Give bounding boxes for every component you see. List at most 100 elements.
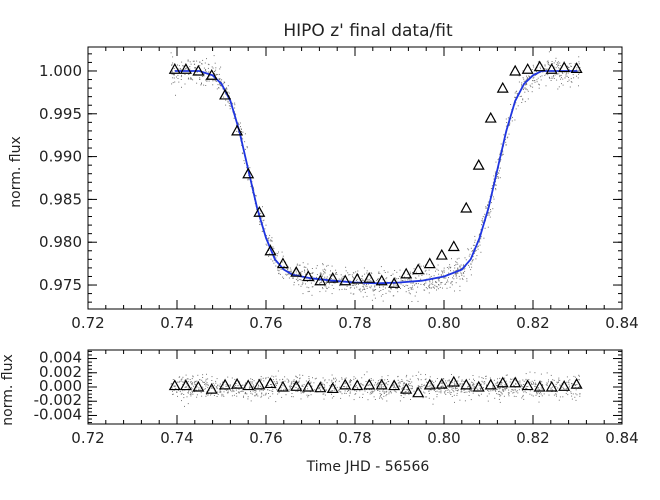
raw-point [202, 382, 204, 383]
raw-point [267, 376, 269, 378]
raw-point [424, 392, 426, 394]
raw-point [338, 289, 340, 291]
raw-point [374, 285, 376, 287]
raw-point [494, 397, 496, 399]
raw-point [373, 390, 375, 392]
raw-point [234, 102, 236, 104]
raw-point [436, 289, 437, 291]
raw-point [453, 278, 455, 280]
raw-point [470, 385, 472, 387]
raw-point [546, 372, 548, 374]
raw-point [404, 394, 406, 396]
raw-point [460, 268, 462, 270]
y-tick-label: 0.000 [39, 377, 82, 395]
raw-point [442, 287, 443, 289]
raw-point [228, 92, 230, 94]
raw-point [461, 379, 463, 381]
raw-point [309, 273, 311, 274]
raw-point [538, 401, 540, 403]
raw-point [268, 240, 270, 242]
raw-point [467, 386, 469, 388]
raw-point [532, 64, 534, 66]
raw-point [178, 389, 179, 391]
raw-point [359, 390, 361, 392]
raw-point [446, 389, 448, 391]
raw-point [497, 387, 499, 389]
raw-point [558, 64, 559, 66]
raw-point [475, 250, 477, 252]
raw-point [193, 385, 195, 387]
raw-point [448, 272, 450, 274]
raw-point [420, 278, 422, 280]
raw-point [297, 279, 299, 281]
raw-point [303, 384, 305, 386]
raw-point [338, 278, 340, 280]
raw-point [427, 385, 429, 387]
raw-point [557, 61, 559, 63]
raw-point [409, 276, 411, 278]
raw-point [442, 270, 444, 272]
raw-point [275, 375, 277, 377]
raw-point [523, 380, 525, 382]
raw-point [558, 86, 560, 88]
raw-point [400, 391, 401, 393]
raw-point [380, 384, 382, 386]
raw-point [302, 392, 304, 394]
raw-point [497, 385, 498, 386]
raw-point [291, 382, 293, 384]
raw-point [289, 267, 291, 269]
raw-point [205, 79, 206, 81]
raw-point [205, 378, 207, 380]
raw-point [224, 82, 225, 84]
raw-point [418, 385, 420, 387]
raw-point [341, 378, 343, 380]
raw-point [514, 92, 516, 94]
raw-point [478, 245, 479, 247]
raw-point [547, 60, 549, 62]
raw-point [363, 289, 365, 290]
raw-point [496, 382, 498, 384]
raw-point [384, 379, 386, 381]
raw-point [540, 373, 542, 375]
raw-point [173, 389, 175, 391]
raw-point [253, 380, 255, 382]
raw-point [568, 63, 570, 65]
raw-point [484, 216, 486, 218]
raw-point [505, 388, 507, 389]
raw-point [227, 385, 228, 387]
raw-point [292, 396, 294, 398]
raw-point [520, 384, 522, 386]
raw-point [487, 204, 489, 206]
raw-point [499, 154, 501, 155]
binned-point [423, 257, 436, 269]
raw-point [483, 383, 485, 385]
raw-point [387, 379, 388, 380]
raw-point [222, 394, 224, 396]
raw-point [271, 384, 273, 385]
raw-point [177, 395, 178, 397]
raw-point [470, 247, 472, 249]
binned-point [339, 274, 352, 286]
raw-point [190, 381, 192, 383]
raw-point [422, 397, 424, 399]
raw-point [279, 379, 281, 381]
raw-point [233, 394, 235, 396]
raw-point [465, 259, 467, 261]
raw-point [171, 83, 173, 85]
raw-point [233, 390, 235, 392]
raw-point [498, 388, 500, 390]
raw-point [570, 81, 572, 83]
raw-point [471, 381, 473, 383]
raw-point [345, 288, 347, 290]
raw-point [280, 269, 282, 270]
raw-point [377, 383, 378, 385]
raw-point [375, 289, 377, 290]
raw-point [262, 206, 263, 208]
raw-point [211, 66, 213, 68]
raw-point [184, 380, 186, 382]
raw-point [263, 219, 265, 221]
raw-point [248, 174, 250, 176]
raw-point [306, 286, 308, 288]
raw-point [557, 381, 559, 383]
raw-point [445, 393, 447, 395]
